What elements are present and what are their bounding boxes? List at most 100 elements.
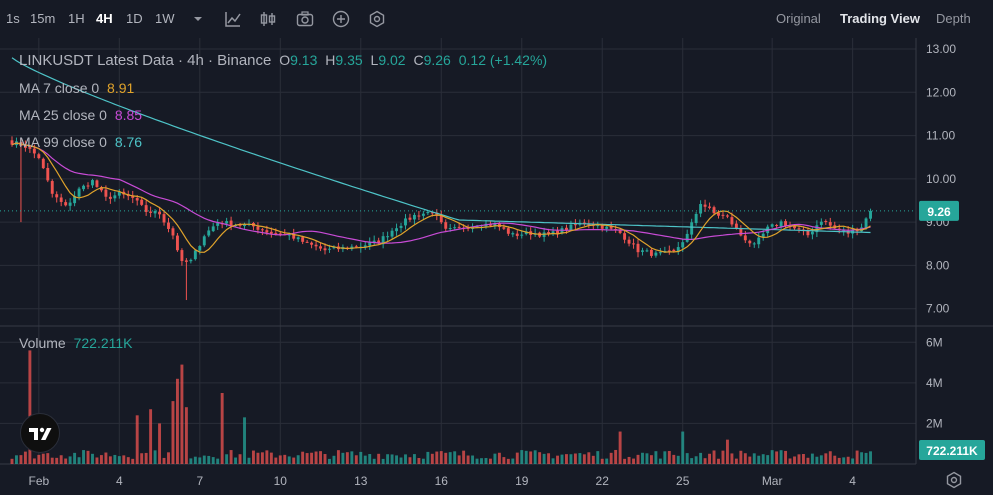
volume-bar	[68, 456, 72, 464]
volume-bar	[587, 452, 591, 464]
candle-body	[734, 223, 738, 229]
candle-body	[354, 246, 358, 248]
volume-bar	[314, 451, 318, 464]
volume-bar	[77, 457, 81, 464]
volume-bar	[802, 454, 805, 464]
candle-body	[41, 158, 45, 169]
settings-icon[interactable]	[367, 9, 387, 29]
candle-body	[609, 226, 613, 229]
candle-body	[770, 224, 774, 227]
candle-body	[381, 236, 385, 245]
volume-bar	[426, 451, 430, 464]
volume-bar	[28, 350, 32, 464]
candle-body	[690, 222, 694, 235]
volume-bar	[730, 453, 734, 464]
volume-bar	[269, 452, 273, 464]
candle-body	[667, 250, 671, 252]
volume-tick-label: 2M	[926, 416, 943, 430]
chevron-down-icon[interactable]	[188, 9, 208, 29]
add-icon[interactable]	[331, 9, 351, 29]
volume-bar	[350, 451, 354, 464]
moving-average-lines	[0, 57, 916, 253]
candle-body	[493, 223, 497, 227]
candle-body	[730, 217, 734, 225]
time-tick-label: 10	[274, 474, 288, 488]
volume-bar	[256, 452, 260, 464]
timeframe-1h[interactable]: 1H	[68, 11, 85, 26]
chart-settings-icon[interactable]	[944, 470, 964, 490]
volume-bar	[524, 450, 528, 464]
ma7-legend[interactable]: MA 7 close 0 8.91	[19, 80, 138, 96]
volume-series	[10, 350, 872, 464]
candle-body	[828, 222, 832, 226]
candle-body	[488, 223, 492, 226]
tab-trading-view[interactable]: Trading View	[840, 11, 920, 26]
indicators-icon[interactable]	[223, 9, 243, 29]
volume-bar	[202, 455, 206, 464]
volume-bar	[162, 457, 166, 464]
volume-bar	[565, 454, 568, 464]
candle-body	[323, 248, 327, 251]
volume-bar	[569, 454, 573, 464]
ma99-label: MA 99 close 0	[19, 134, 107, 150]
volume-bar	[82, 450, 85, 464]
timeframe-4h[interactable]: 4H	[96, 11, 113, 26]
volume-bar	[551, 458, 555, 464]
candle-body	[95, 180, 99, 187]
candle-body	[265, 230, 269, 233]
candle-body	[207, 230, 211, 236]
volume-bar	[515, 452, 519, 464]
volume-bar	[846, 456, 850, 464]
volume-bar	[220, 393, 224, 464]
candle-body	[793, 225, 796, 229]
ma99-legend[interactable]: MA 99 close 0 8.76	[19, 134, 146, 150]
volume-bar	[475, 458, 479, 464]
candle-body	[681, 242, 685, 248]
volume-bar	[50, 457, 54, 464]
candle-body	[153, 210, 157, 214]
ma7-line	[11, 142, 871, 253]
candle-body	[824, 221, 828, 223]
tab-original[interactable]: Original	[776, 11, 821, 26]
candle-body	[50, 181, 54, 194]
candle-body	[243, 224, 246, 227]
volume-bar	[19, 455, 23, 464]
last-price-tag	[919, 200, 959, 221]
candle-body	[596, 225, 600, 227]
timeframe-15m[interactable]: 15m	[30, 11, 56, 26]
volume-bar	[421, 458, 425, 464]
candle-body	[216, 222, 220, 226]
volume-bar	[310, 452, 314, 464]
volume-legend[interactable]: Volume 722.211K	[19, 335, 137, 351]
candle-body	[658, 252, 662, 254]
tab-depth[interactable]: Depth	[936, 11, 971, 26]
timeframe-1s[interactable]: 1s	[6, 11, 20, 26]
volume-bar	[717, 458, 720, 464]
candle-body	[68, 202, 72, 206]
timeframe-1d[interactable]: 1D	[126, 11, 143, 26]
candle-body	[439, 214, 443, 223]
ma25-legend[interactable]: MA 25 close 0 8.85	[19, 107, 146, 123]
candle-body	[649, 249, 653, 256]
volume-bar	[104, 452, 108, 464]
tradingview-logo[interactable]	[20, 413, 60, 453]
candle-body	[672, 249, 676, 252]
volume-bar	[404, 454, 407, 464]
volume-bar	[153, 450, 157, 464]
candle-body	[144, 205, 148, 212]
volume-bar	[775, 451, 779, 464]
candle-body	[310, 242, 314, 245]
camera-icon[interactable]	[295, 9, 315, 29]
volume-bar	[216, 458, 220, 464]
volume-bar	[399, 457, 403, 464]
candle-body	[211, 226, 215, 232]
candlestick-chart[interactable]: 13.0012.0011.0010.009.008.007.006M4M2MFe…	[0, 38, 993, 495]
volume-bar	[372, 458, 376, 464]
candle-body	[694, 213, 698, 224]
timeframe-1w[interactable]: 1W	[155, 11, 175, 26]
candle-body	[761, 233, 765, 237]
candle-style-icon[interactable]	[258, 9, 278, 29]
volume-bar	[493, 453, 497, 464]
candle-body	[797, 228, 801, 230]
volume-bar	[806, 457, 810, 464]
